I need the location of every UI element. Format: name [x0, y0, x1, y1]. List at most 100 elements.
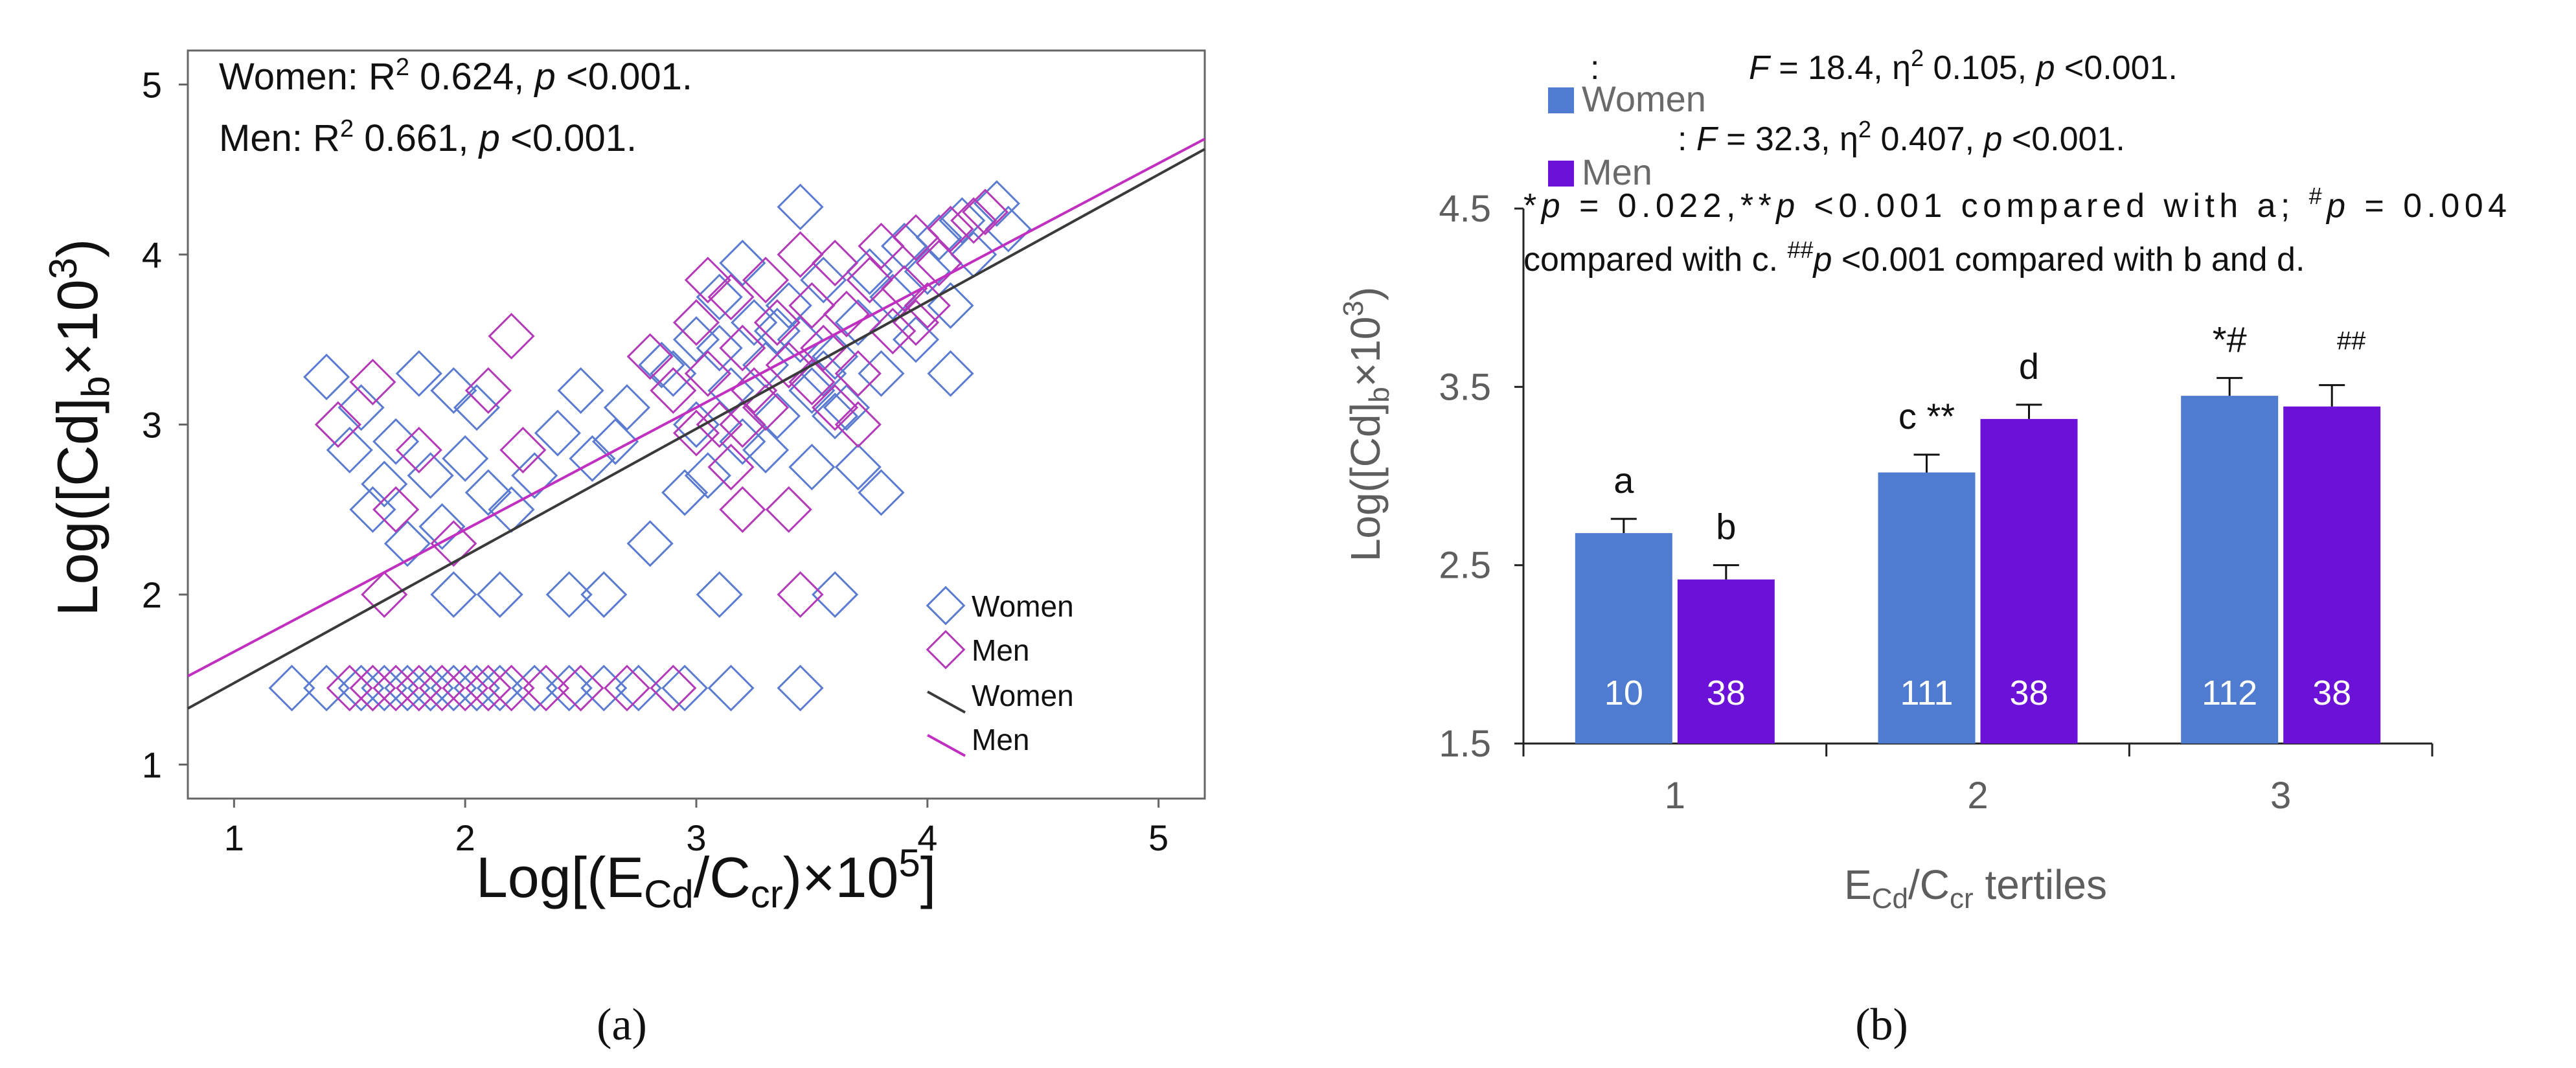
- svg-text:Women: Women: [1582, 78, 1706, 119]
- scatter-point-women: [545, 571, 593, 619]
- legend-a: Women Men Women Men: [926, 585, 1074, 757]
- legend-a-women-line: Women: [927, 679, 1074, 714]
- ticks-a: 1 2 3 4 5 1 2 3 4 5: [142, 65, 1168, 859]
- scatter-point-men: [834, 401, 882, 448]
- scatter-point-men: [372, 486, 420, 533]
- scatter-point-men: [707, 444, 755, 491]
- scatter-point-women: [696, 273, 743, 321]
- bar-men-tertile-1: [1677, 579, 1775, 744]
- scatter-point-men: [650, 367, 697, 415]
- scatter-point-men: [731, 367, 778, 415]
- scatter-point-women: [985, 205, 1032, 253]
- scatter-point-women: [788, 367, 836, 415]
- scatter-point-women: [777, 316, 824, 363]
- scatter-point-women: [719, 418, 766, 465]
- svg-text:Men: Men: [972, 723, 1029, 756]
- scatter-point-women: [464, 469, 512, 516]
- scatter-point-men: [557, 665, 604, 712]
- panel-b-bars: 1.5 2.5 3.5 4.5 1 2 3 10 a 38 b 111 c ** 38 d 112 *# 38 #…: [1338, 45, 2507, 1050]
- scatter-point-women: [430, 367, 477, 415]
- scatter-point-men: [742, 256, 790, 304]
- scatter-point-men: [777, 571, 824, 619]
- legend-a-women-marker: Women: [926, 585, 1074, 626]
- scatter-point-men: [650, 665, 697, 712]
- scatter-point-women: [927, 350, 974, 397]
- x-tick-label-a: 3: [686, 817, 706, 858]
- scatter-point-women: [407, 452, 454, 499]
- bar-count-label: 112: [2202, 674, 2257, 712]
- scatter-point-men: [523, 665, 570, 712]
- scatter-point-women: [684, 452, 731, 499]
- y-tick-label-b: 2.5: [1439, 545, 1491, 587]
- scatter-point-women: [395, 350, 442, 397]
- scatter-point-men: [800, 324, 847, 372]
- scatter-point-men: [603, 665, 651, 712]
- scatter-point-men: [707, 273, 755, 321]
- scatter-point-men: [961, 188, 1009, 236]
- bar-men-tertile-3: [2283, 406, 2381, 744]
- scatter-point-men: [927, 205, 974, 253]
- scatter-point-men: [823, 290, 870, 337]
- scatter-point-women: [719, 240, 766, 287]
- scatter-point-women: [800, 350, 847, 397]
- bar-women-tertile-1: [1575, 533, 1672, 744]
- y-tick-label-a: 3: [142, 405, 162, 446]
- scatter-point-men: [846, 256, 893, 304]
- regression-line-women: [187, 148, 1205, 710]
- y-tick-label-a: 5: [142, 65, 162, 106]
- y-tick-label-a: 2: [142, 574, 162, 615]
- bar-count-label: 111: [1900, 674, 1953, 712]
- scatter-point-women: [592, 418, 639, 465]
- scatter-point-men: [499, 426, 547, 473]
- scatter-point-women: [707, 665, 755, 712]
- scatter-point-women: [973, 180, 1020, 227]
- legend-a-men-line: Men: [927, 723, 1029, 757]
- scatter-point-men: [812, 384, 859, 431]
- x-tick-label-a: 1: [224, 817, 244, 858]
- scatter-point-men: [684, 350, 731, 397]
- scatter-point-men: [719, 486, 766, 533]
- scatter-point-women: [904, 248, 951, 295]
- legend-b: Women Men: [1548, 78, 1706, 192]
- scatter-points: [268, 180, 1032, 712]
- scatter-point-men: [696, 401, 743, 448]
- scatter-point-women: [476, 571, 523, 619]
- caption-a: (a): [597, 1000, 647, 1050]
- bar-significance-label: c **: [1898, 396, 1955, 437]
- scatter-point-women: [603, 384, 651, 431]
- x-axis-label-b: ECd/Ccr tertiles: [1844, 861, 2107, 915]
- scatter-point-men: [753, 299, 801, 347]
- stat-men-b: : F = 32.3, η2 0.407, p <0.001.: [1678, 116, 2125, 158]
- scatter-point-men: [858, 222, 905, 269]
- scatter-point-women: [326, 426, 373, 473]
- scatter-point-women: [696, 571, 743, 619]
- bar-significance-label: b: [1716, 506, 1736, 547]
- stat-men-a: Men: R2 0.661, p <0.001.: [219, 115, 637, 159]
- scatter-point-men: [349, 358, 396, 405]
- scatter-point-women: [892, 316, 940, 363]
- x-tick-label-b: 2: [1967, 775, 1988, 817]
- bar-group: 10 a 38 b 111 c ** 38 d 112 *# 38 ##: [1575, 319, 2381, 744]
- bar-count-label: 38: [2009, 674, 2048, 712]
- bar-significance-label: d: [2019, 346, 2039, 387]
- y-axis-label-b: Log([Cd]b×103): [1338, 287, 1395, 562]
- scatter-point-women: [557, 367, 604, 415]
- scatter-point-women: [661, 665, 709, 712]
- bar-women-tertile-3: [2181, 396, 2279, 744]
- scatter-point-women: [534, 409, 581, 457]
- scatter-point-women: [777, 665, 824, 712]
- regression-lines: [187, 137, 1205, 710]
- scatter-point-men: [488, 312, 535, 360]
- x-axis-label-a: Log[(ECd/Ccr)×105]: [476, 841, 936, 916]
- scatter-point-women: [372, 418, 420, 465]
- scatter-point-women: [303, 353, 350, 401]
- scatter-point-men: [950, 197, 997, 244]
- scatter-point-men: [869, 308, 917, 355]
- scatter-point-women: [777, 183, 824, 231]
- scatter-point-women: [823, 384, 870, 431]
- scatter-point-women: [453, 384, 501, 431]
- scatter-point-men: [788, 282, 836, 329]
- scatter-point-women: [442, 435, 489, 483]
- scatter-point-women: [268, 665, 315, 712]
